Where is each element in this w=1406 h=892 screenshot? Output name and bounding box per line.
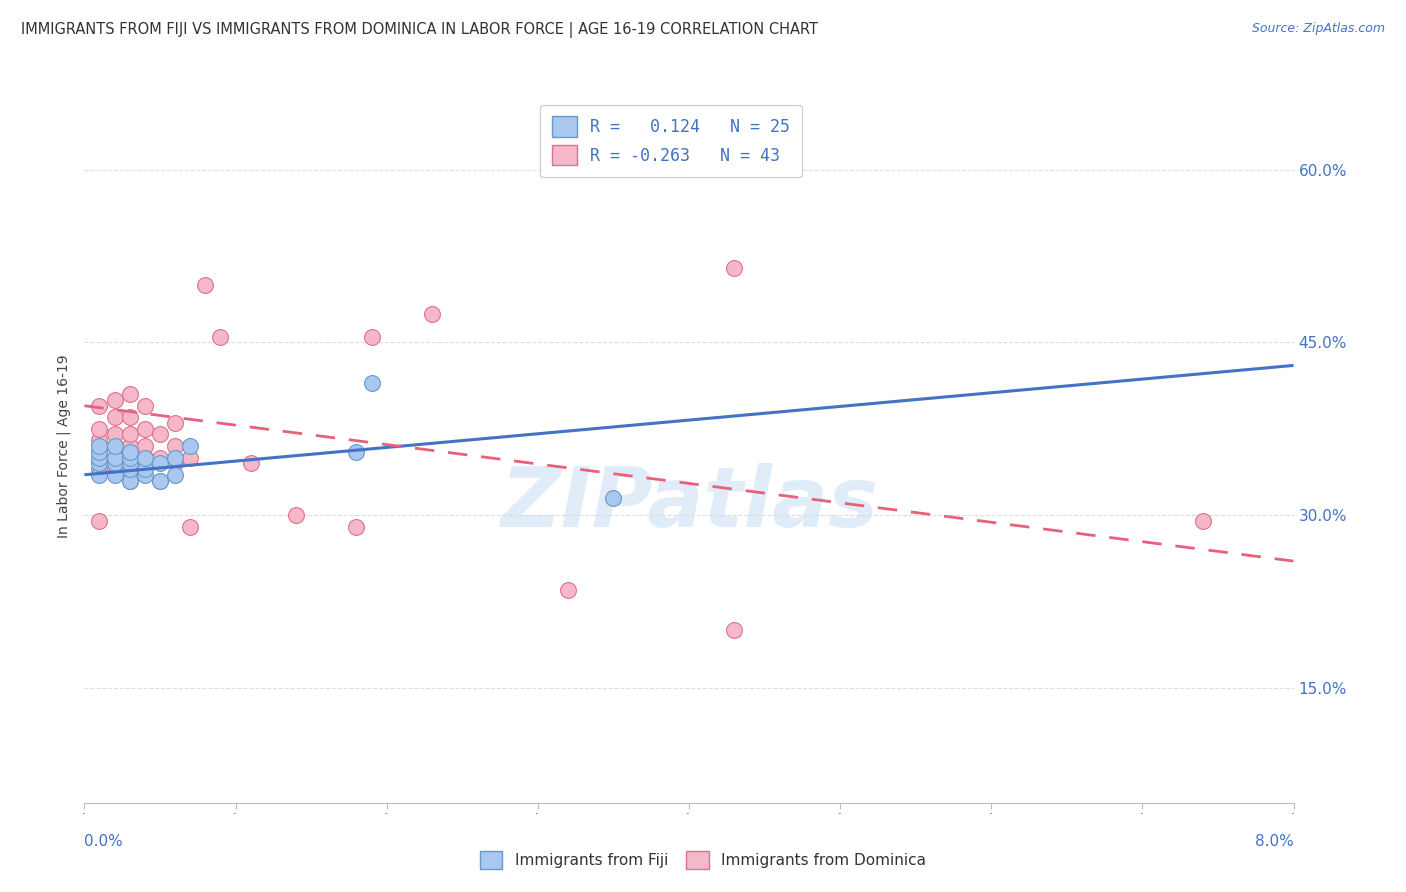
Y-axis label: In Labor Force | Age 16-19: In Labor Force | Age 16-19 — [56, 354, 72, 538]
Point — [118, 450, 141, 465]
Point — [89, 399, 111, 413]
Point — [239, 456, 262, 470]
Point — [165, 439, 187, 453]
Point — [89, 444, 111, 458]
Point — [118, 439, 141, 453]
Point — [118, 474, 141, 488]
Point — [104, 427, 127, 442]
Point — [118, 456, 141, 470]
Point — [149, 474, 172, 488]
Point — [360, 376, 382, 390]
Point — [134, 462, 156, 476]
Point — [104, 410, 127, 425]
Point — [104, 462, 127, 476]
Point — [149, 450, 172, 465]
Point — [149, 427, 172, 442]
Point — [149, 474, 172, 488]
Point — [118, 427, 141, 442]
Point — [346, 519, 368, 533]
Text: 8.0%: 8.0% — [1254, 834, 1294, 849]
Point — [89, 462, 111, 476]
Point — [89, 514, 111, 528]
Point — [89, 444, 111, 458]
Legend: Immigrants from Fiji, Immigrants from Dominica: Immigrants from Fiji, Immigrants from Do… — [474, 845, 932, 875]
Point — [165, 450, 187, 465]
Point — [134, 439, 156, 453]
Point — [134, 399, 156, 413]
Point — [104, 439, 127, 453]
Point — [104, 450, 127, 465]
Point — [104, 467, 127, 482]
Point — [179, 439, 201, 453]
Point — [723, 623, 745, 637]
Point — [194, 277, 217, 292]
Point — [89, 450, 111, 465]
Point — [104, 450, 127, 465]
Point — [118, 462, 141, 476]
Text: ZIPatlas: ZIPatlas — [501, 463, 877, 543]
Point — [134, 467, 156, 482]
Point — [346, 444, 368, 458]
Point — [209, 329, 232, 343]
Text: 0.0%: 0.0% — [84, 834, 124, 849]
Point — [89, 456, 111, 470]
Point — [134, 462, 156, 476]
Point — [118, 462, 141, 476]
Point — [285, 508, 308, 522]
Point — [118, 450, 141, 465]
Text: Source: ZipAtlas.com: Source: ZipAtlas.com — [1251, 22, 1385, 36]
Point — [104, 392, 127, 407]
Point — [179, 519, 201, 533]
Text: IMMIGRANTS FROM FIJI VS IMMIGRANTS FROM DOMINICA IN LABOR FORCE | AGE 16-19 CORR: IMMIGRANTS FROM FIJI VS IMMIGRANTS FROM … — [21, 22, 818, 38]
Point — [89, 467, 111, 482]
Point — [165, 456, 187, 470]
Point — [165, 416, 187, 430]
Point — [118, 410, 141, 425]
Point — [134, 422, 156, 436]
Point — [134, 450, 156, 465]
Point — [104, 439, 127, 453]
Point — [118, 444, 141, 458]
Point — [104, 456, 127, 470]
Point — [118, 474, 141, 488]
Point — [360, 329, 382, 343]
Point — [723, 260, 745, 275]
Point — [179, 450, 201, 465]
Point — [557, 582, 579, 597]
Point — [134, 450, 156, 465]
Point — [420, 307, 443, 321]
Point — [89, 434, 111, 448]
Point — [602, 491, 624, 505]
Point — [118, 387, 141, 401]
Point — [89, 439, 111, 453]
Point — [1192, 514, 1215, 528]
Point — [149, 456, 172, 470]
Legend: R =   0.124   N = 25, R = -0.263   N = 43: R = 0.124 N = 25, R = -0.263 N = 43 — [540, 104, 801, 177]
Point — [165, 467, 187, 482]
Point — [89, 422, 111, 436]
